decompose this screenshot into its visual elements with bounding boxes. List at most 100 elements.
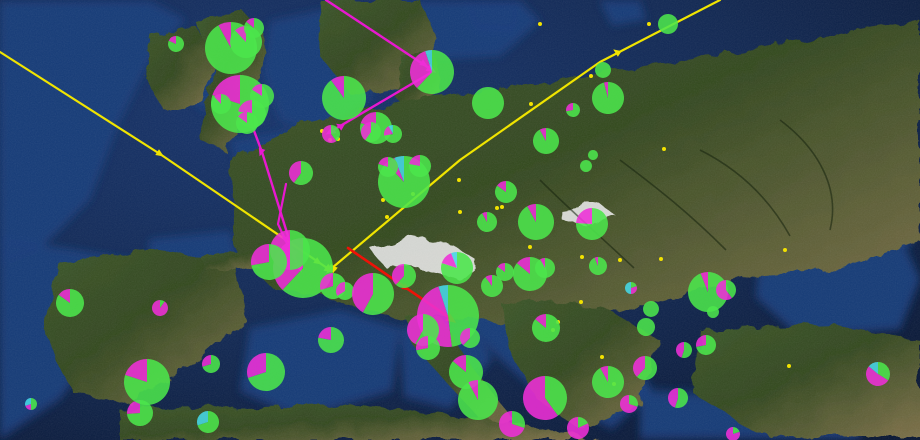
- pie-slice-green: [293, 161, 313, 186]
- point-marker[interactable]: [458, 210, 462, 214]
- pie-marker[interactable]: [471, 87, 504, 119]
- point-marker[interactable]: [589, 74, 593, 78]
- pie-marker[interactable]: [481, 275, 503, 297]
- point-marker[interactable]: [457, 178, 461, 182]
- pie-marker[interactable]: [25, 398, 37, 410]
- pie-marker[interactable]: [532, 314, 561, 343]
- pie-marker[interactable]: [123, 359, 170, 405]
- pie-marker[interactable]: [688, 272, 729, 313]
- pie-marker[interactable]: [460, 328, 481, 348]
- pie-marker[interactable]: [384, 125, 402, 144]
- point-marker[interactable]: [600, 355, 604, 359]
- pie-slice-green: [127, 400, 153, 427]
- point-marker[interactable]: [579, 300, 583, 304]
- pie-marker[interactable]: [725, 427, 740, 440]
- pie-marker[interactable]: [201, 355, 220, 373]
- point-marker[interactable]: [618, 258, 622, 262]
- pie-marker[interactable]: [499, 411, 525, 438]
- pie-marker[interactable]: [336, 282, 355, 300]
- pie-marker[interactable]: [251, 244, 287, 280]
- pie-marker[interactable]: [696, 335, 716, 355]
- point-marker[interactable]: [647, 22, 651, 26]
- point-marker[interactable]: [580, 255, 584, 259]
- pie-marker[interactable]: [587, 150, 598, 160]
- pie-marker[interactable]: [706, 306, 719, 318]
- pie-slice-green: [512, 411, 525, 429]
- pie-marker[interactable]: [458, 380, 499, 421]
- pie-marker[interactable]: [523, 376, 568, 421]
- pie-marker[interactable]: [494, 181, 517, 203]
- point-marker[interactable]: [528, 245, 532, 249]
- pie-marker[interactable]: [576, 208, 608, 240]
- pie-marker[interactable]: [518, 204, 555, 240]
- pie-marker[interactable]: [246, 353, 285, 391]
- pie-marker[interactable]: [533, 128, 560, 154]
- point-marker[interactable]: [538, 22, 542, 26]
- pie-slice-cyan: [25, 398, 31, 406]
- pie-marker[interactable]: [676, 342, 692, 358]
- pie-marker[interactable]: [361, 122, 382, 142]
- pie-marker[interactable]: [322, 76, 367, 120]
- pie-marker[interactable]: [476, 212, 497, 233]
- point-marker[interactable]: [381, 198, 385, 202]
- pie-slice-magenta: [384, 126, 393, 136]
- pie-marker[interactable]: [592, 366, 625, 398]
- pie-marker[interactable]: [410, 50, 455, 94]
- pie-marker[interactable]: [377, 157, 398, 177]
- pie-marker[interactable]: [352, 273, 394, 315]
- pie-marker[interactable]: [409, 155, 431, 178]
- point-marker[interactable]: [495, 206, 499, 210]
- pie-marker[interactable]: [716, 280, 737, 300]
- pie-marker[interactable]: [594, 62, 611, 78]
- pie-slice-green: [476, 212, 497, 233]
- pie-marker[interactable]: [535, 258, 555, 278]
- pie-marker[interactable]: [633, 356, 658, 380]
- pie-marker[interactable]: [657, 14, 678, 34]
- point-marker[interactable]: [500, 205, 504, 209]
- pie-marker[interactable]: [322, 125, 340, 143]
- pie-marker[interactable]: [289, 161, 313, 186]
- pie-marker[interactable]: [579, 160, 592, 173]
- pie-marker[interactable]: [318, 327, 344, 354]
- pie-marker[interactable]: [567, 417, 590, 440]
- point-marker[interactable]: [529, 102, 533, 106]
- pie-marker[interactable]: [619, 395, 638, 413]
- pie-marker[interactable]: [566, 103, 580, 118]
- pie-marker[interactable]: [236, 112, 259, 134]
- pie-marker[interactable]: [416, 336, 440, 361]
- point-marker[interactable]: [787, 364, 791, 368]
- pie-marker[interactable]: [668, 388, 688, 408]
- pie-marker[interactable]: [167, 36, 184, 52]
- pie-slice-green: [395, 264, 416, 288]
- pie-marker[interactable]: [55, 289, 84, 317]
- pie-marker[interactable]: [126, 400, 153, 427]
- pie-marker[interactable]: [589, 257, 608, 275]
- flow-line[interactable]: [324, 0, 434, 72]
- point-marker[interactable]: [659, 257, 663, 261]
- pie-marker[interactable]: [496, 263, 514, 281]
- pie-marker[interactable]: [636, 318, 655, 336]
- pie-marker[interactable]: [866, 362, 891, 386]
- pie-slice-magenta: [499, 411, 525, 438]
- pie-marker[interactable]: [625, 282, 637, 294]
- pie-marker[interactable]: [392, 264, 416, 288]
- flow-line[interactable]: [330, 0, 722, 270]
- pie-marker[interactable]: [211, 94, 231, 115]
- pie-slice-cyan: [196, 411, 208, 426]
- pie-marker[interactable]: [592, 82, 625, 114]
- pie-slice-green: [629, 395, 638, 407]
- pie-marker[interactable]: [152, 300, 168, 316]
- point-marker[interactable]: [783, 248, 787, 252]
- point-marker[interactable]: [662, 147, 666, 151]
- pie-marker-group[interactable]: [25, 14, 891, 440]
- pie-slice-magenta: [409, 155, 420, 166]
- pie-marker[interactable]: [244, 18, 264, 39]
- pie-marker[interactable]: [441, 252, 473, 284]
- point-marker[interactable]: [385, 215, 389, 219]
- pie-marker[interactable]: [196, 411, 219, 433]
- pie-marker[interactable]: [642, 301, 659, 317]
- pie-slice-magenta: [539, 128, 546, 141]
